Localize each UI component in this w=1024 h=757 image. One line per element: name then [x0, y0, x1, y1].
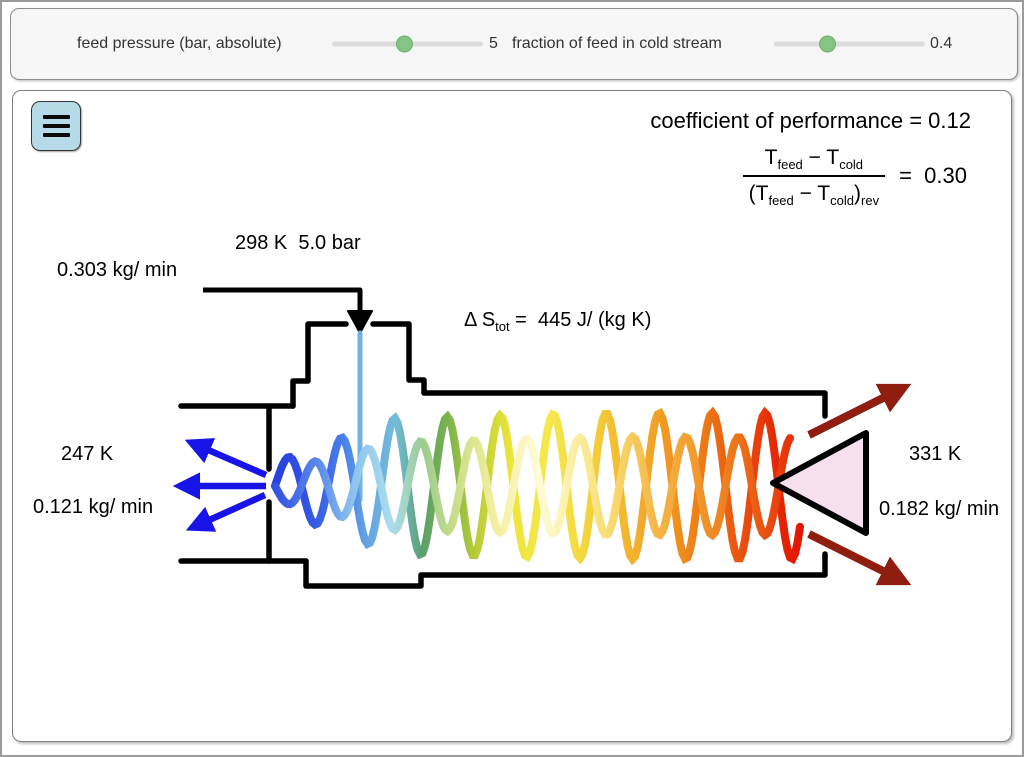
entropy-label: Δ Stot = 445 J/ (kg K)	[464, 309, 652, 334]
cold-fraction-slider[interactable]	[774, 35, 925, 53]
left-arrows-icon	[172, 438, 268, 532]
hot-exit-arrow-top	[807, 383, 912, 439]
hot-temp-label: 331 K	[909, 443, 962, 465]
down-arrow-icon	[347, 310, 373, 334]
vortex-tube-diagram	[172, 287, 912, 589]
hamburger-icon	[42, 133, 70, 137]
cold-flow-label: 0.121 kg/ min	[33, 496, 154, 518]
feed-pressure-value: 5	[489, 35, 498, 52]
feed-state-label: 298 K 5.0 bar	[235, 232, 361, 254]
temperature-wave-front	[271, 431, 794, 541]
main-panel: coefficient of performance = 0.12 Tfeed …	[12, 90, 1012, 742]
fraction: Tfeed − Tcold (Tfeed − Tcold)rev	[742, 146, 886, 207]
feed-flow-label: 0.303 kg/ min	[57, 259, 178, 281]
menu-button[interactable]	[31, 101, 81, 151]
cold-temp-label: 247 K	[61, 443, 114, 465]
temperature-wave-back	[271, 406, 804, 566]
chamber-and-tube-bottom	[303, 551, 828, 589]
cold-fraction-value: 0.4	[930, 35, 953, 52]
ratio-value: = 0.30	[899, 163, 967, 188]
coefficient-of-performance-text: coefficient of performance = 0.12	[650, 108, 971, 133]
hot-flow-label: 0.182 kg/ min	[879, 498, 1000, 520]
slider-thumb[interactable]	[818, 35, 836, 53]
cold-fraction-label: fraction of feed in cold stream	[512, 35, 722, 52]
chamber-left-wall	[290, 321, 349, 409]
temperature-ratio-formula: Tfeed − Tcold (Tfeed − Tcold)rev = 0.30	[742, 146, 967, 207]
hamburger-icon	[42, 115, 70, 119]
feed-pressure-slider[interactable]	[332, 35, 483, 53]
feed-inlet-pipe	[203, 287, 363, 311]
tube-outline	[178, 321, 828, 589]
fraction-numerator: Tfeed − Tcold	[764, 146, 864, 173]
hamburger-icon	[42, 124, 70, 128]
hot-exit-arrow-bottom	[807, 530, 912, 586]
fraction-denominator: (Tfeed − Tcold)rev	[742, 175, 886, 207]
chamber-right-and-tube-top	[370, 321, 828, 419]
control-bar: feed pressure (bar, absolute) 5 fraction…	[10, 8, 1018, 80]
slider-thumb[interactable]	[396, 35, 414, 53]
control-valve-cone	[770, 430, 869, 536]
feed-pressure-label: feed pressure (bar, absolute)	[77, 35, 282, 52]
slider-track[interactable]	[774, 41, 925, 47]
